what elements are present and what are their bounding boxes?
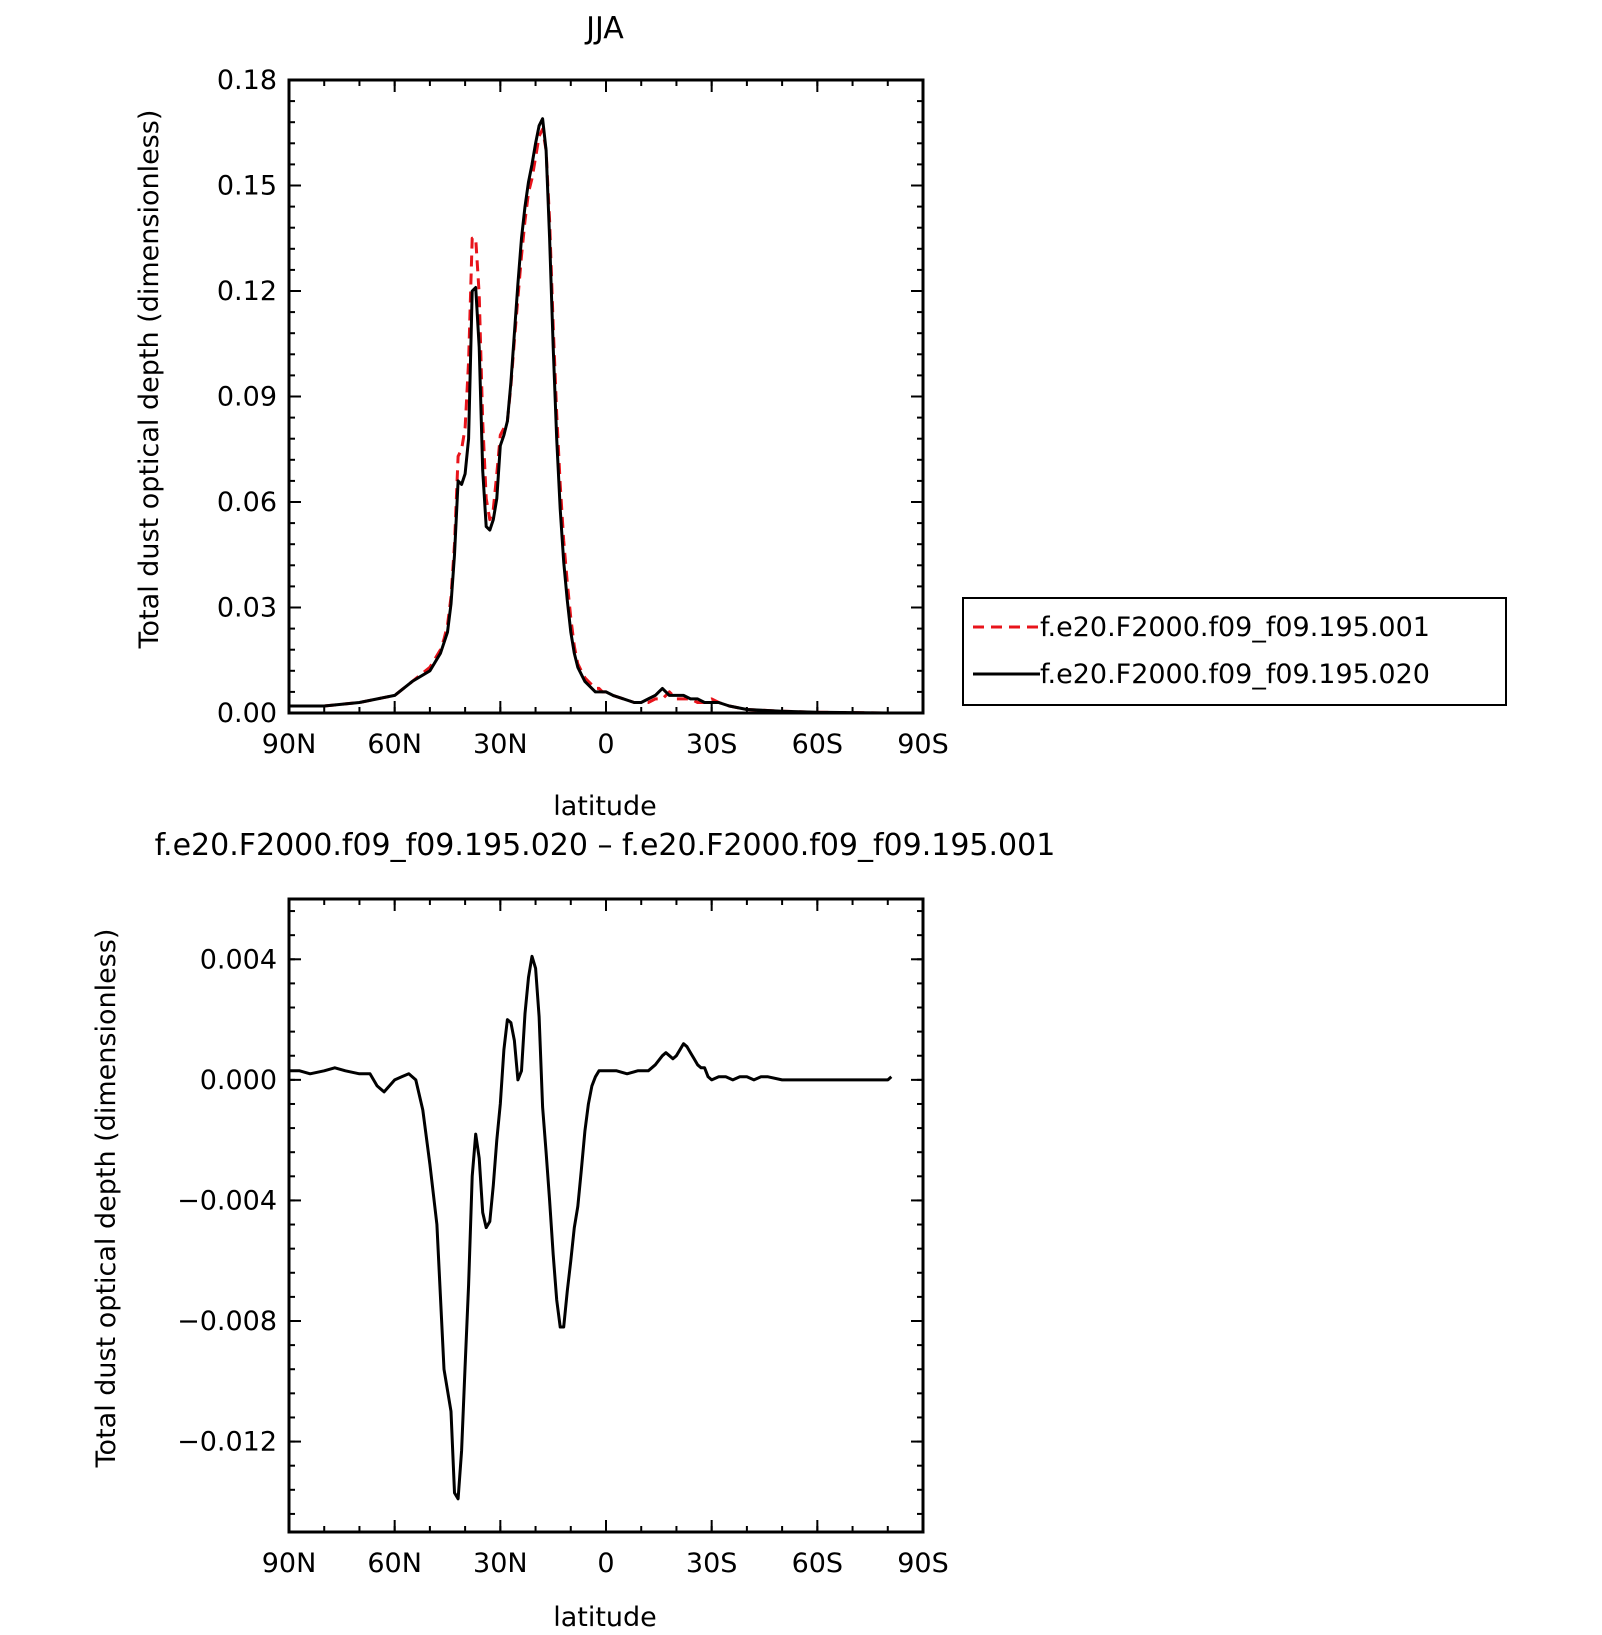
- y-axis-title: Total dust optical depth (dimensionless): [91, 929, 122, 1469]
- x-tick-label: 0: [597, 1548, 614, 1579]
- y-axis-title: Total dust optical depth (dimensionless): [134, 110, 165, 650]
- plot-frame: [287, 897, 925, 1534]
- x-tick-label: 60S: [792, 1548, 844, 1579]
- x-tick-label: 90S: [897, 729, 949, 760]
- y-tick-label: 0.18: [217, 65, 277, 96]
- x-axis-title: latitude: [553, 1602, 657, 1633]
- y-tick-label: 0.00: [217, 698, 277, 729]
- tick-layer: 90N 60N 30N 0 30S 60S 90S 0.004 0.000 −0.004 −0.00…: [177, 899, 949, 1579]
- x-tick-label: 90N: [262, 1548, 317, 1579]
- x-tick-label: 0: [597, 729, 614, 760]
- y-tick-label: 0.15: [217, 171, 277, 202]
- chart-bottom: f.e20.F2000.f09_f09.195.020 – f.e20.F200…: [91, 828, 1055, 1633]
- y-tick-label: −0.012: [177, 1427, 277, 1458]
- x-tick-label: 90N: [262, 729, 317, 760]
- series-line-2: [289, 117, 923, 715]
- chart-top: JJA Total dust optical depth (dimensionl…: [134, 11, 1507, 822]
- x-axis-title: latitude: [553, 791, 657, 822]
- x-tick-label: 30S: [686, 729, 738, 760]
- y-tick-label: 0.004: [200, 944, 277, 975]
- legend-label-2: f.e20.F2000.f09_f09.195.020: [1040, 659, 1430, 690]
- legend-label-1: f.e20.F2000.f09_f09.195.001: [1040, 612, 1430, 643]
- plot-frame: [287, 78, 925, 715]
- chart-title: JJA: [584, 11, 624, 46]
- y-tick-label: −0.004: [177, 1185, 277, 1216]
- y-tick-label: 0.09: [217, 382, 277, 413]
- legend: f.e20.F2000.f09_f09.195.001 f.e20.F2000.…: [962, 597, 1507, 706]
- x-tick-label: 30N: [473, 1548, 528, 1579]
- series-line-1: [289, 127, 923, 715]
- x-tick-label: 30S: [686, 1548, 738, 1579]
- y-tick-label: 0.03: [217, 593, 277, 624]
- tick-layer: 90N 60N 30N 0 30S 60S 90S 0.00 0.03 0.06 0.09 0.12 0…: [217, 65, 949, 760]
- series-layer: [289, 117, 923, 715]
- x-tick-label: 60N: [367, 1548, 422, 1579]
- x-tick-label: 90S: [897, 1548, 949, 1579]
- x-tick-label: 30N: [473, 729, 528, 760]
- y-tick-label: 0.12: [217, 276, 277, 307]
- legend-box: [962, 597, 1507, 706]
- x-tick-label: 60S: [792, 729, 844, 760]
- y-tick-label: 0.06: [217, 487, 277, 518]
- chart-title: f.e20.F2000.f09_f09.195.020 – f.e20.F200…: [155, 828, 1056, 863]
- y-tick-label: −0.008: [177, 1306, 277, 1337]
- series-line-1: [289, 954, 893, 1501]
- series-layer: [289, 954, 893, 1501]
- x-tick-label: 60N: [367, 729, 422, 760]
- y-tick-label: 0.000: [200, 1065, 277, 1096]
